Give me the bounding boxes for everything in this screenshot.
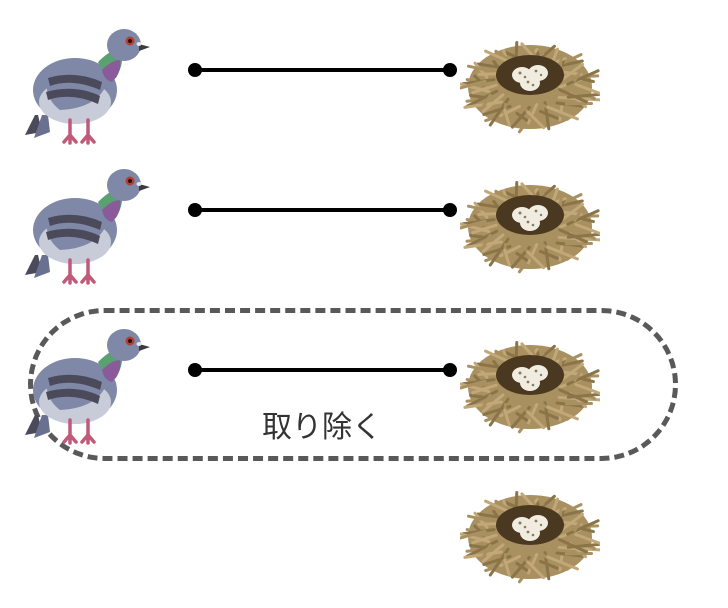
line-endpoint — [188, 363, 202, 377]
diagram-canvas: 取り除く — [0, 0, 728, 608]
nest — [460, 325, 600, 445]
nest — [460, 25, 600, 145]
line-endpoint — [443, 203, 457, 217]
diagram-row — [0, 160, 728, 290]
line-endpoint — [188, 203, 202, 217]
nest-icon — [460, 165, 600, 280]
nest — [460, 165, 600, 285]
connection-line — [195, 68, 450, 72]
nest-icon — [460, 475, 600, 590]
line-endpoint — [188, 63, 202, 77]
connection-line — [195, 208, 450, 212]
nest-icon — [460, 25, 600, 140]
line-endpoint — [443, 363, 457, 377]
pigeon-icon — [20, 320, 150, 445]
pigeon — [20, 20, 150, 150]
pigeon-icon — [20, 20, 150, 145]
nest-icon — [460, 325, 600, 440]
pigeon — [20, 320, 150, 450]
diagram-row — [0, 20, 728, 150]
pigeon-icon — [20, 160, 150, 285]
line-endpoint — [443, 63, 457, 77]
highlight-label: 取り除く — [262, 402, 382, 446]
nest — [460, 475, 600, 595]
diagram-row — [0, 470, 728, 600]
connection-line — [195, 368, 450, 372]
pigeon — [20, 160, 150, 290]
